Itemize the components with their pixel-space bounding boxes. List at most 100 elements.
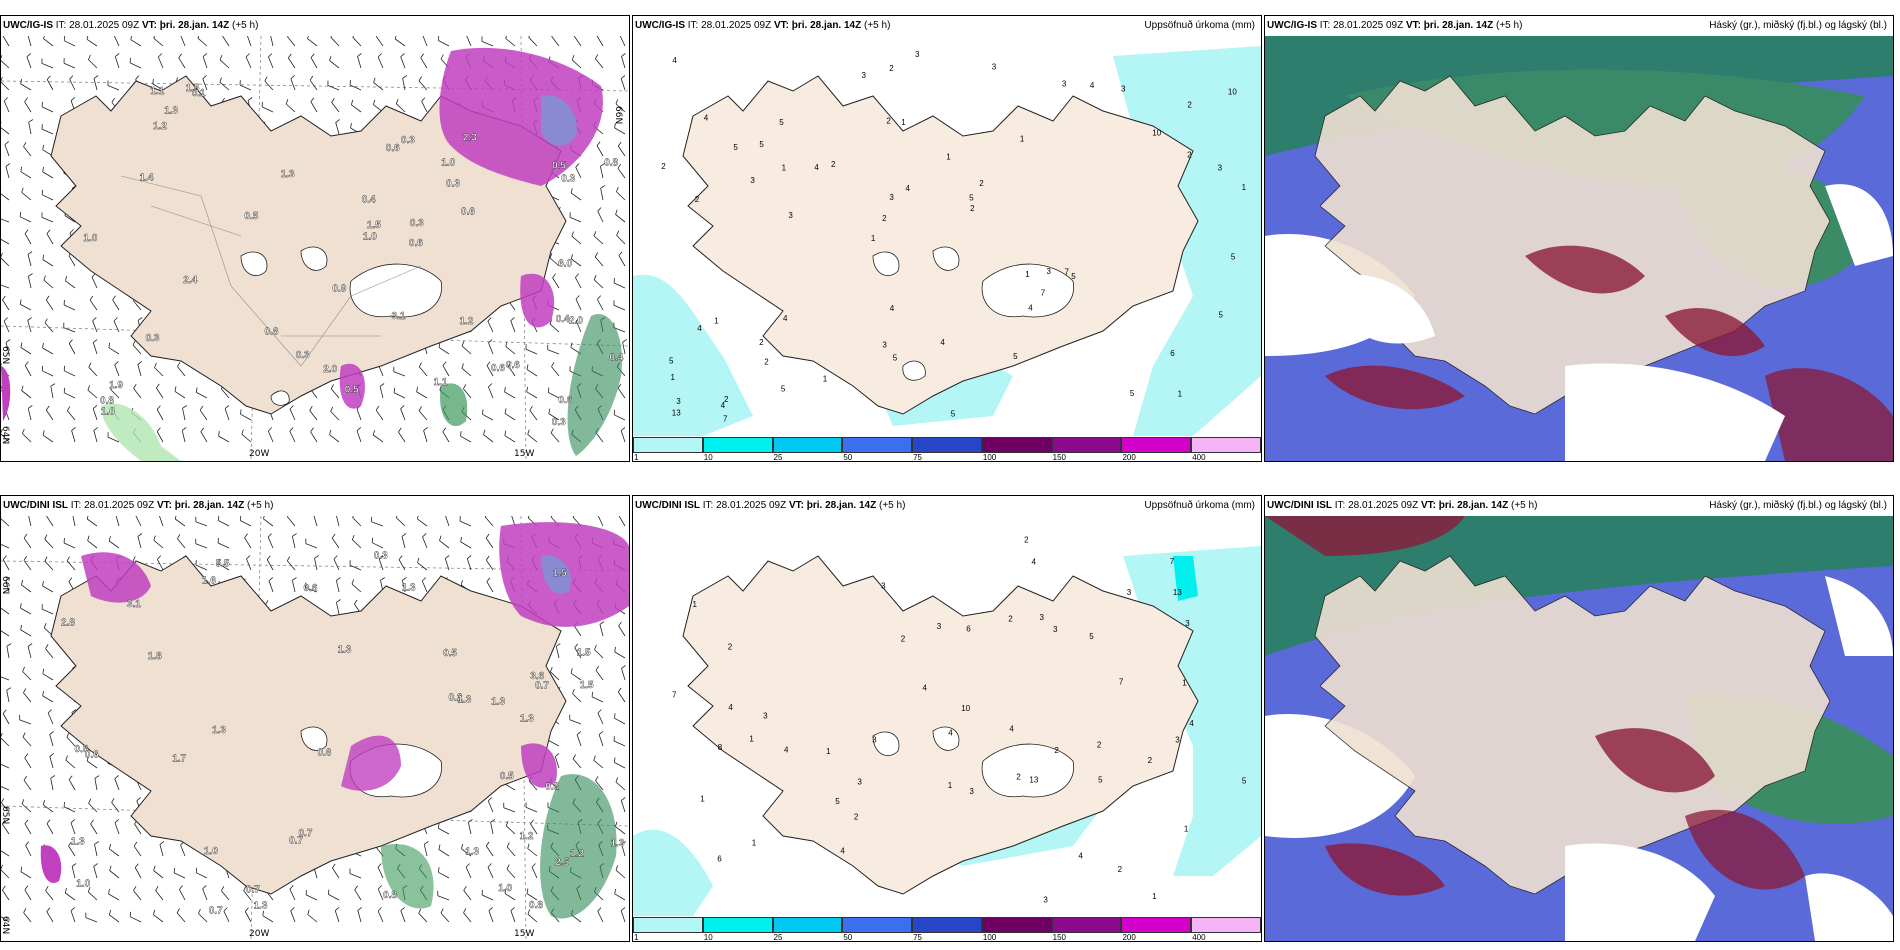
wind-value-label: 0.6 [265,327,279,338]
wind-value-label: 0.6 [386,143,400,154]
wind-value-label: 0.5 [443,648,457,659]
wind-value-label: 0.4 [609,352,623,363]
wind-value-label: 0.5 [552,161,566,172]
precip-value-label: 4 [1189,719,1194,728]
precip-value-label: 4 [840,846,845,855]
wind-value-label: 1.3 [164,106,178,117]
valid-time: þri. 28.jan. 14Z [1423,20,1494,31]
precip-value-label: 3 [937,622,942,631]
wind-value-label: 0.3 [561,174,575,185]
panel-precip-bottom: UWC/DINI ISL IT: 28.01.2025 09Z VT: þri.… [632,495,1262,942]
wind-value-label: 1.9 [109,380,123,391]
precip-value-label: 5 [779,118,784,127]
precip-value-label: 2 [695,195,700,204]
colorbar-segment [981,917,1052,933]
panel-title: Uppsöfnuð úrkoma (mm) [1144,500,1255,511]
panel-cloud-bottom: UWC/DINI ISL IT: 28.01.2025 09Z VT: þri.… [1264,495,1894,942]
colorbar-segment [702,437,773,453]
model-name: UWC/DINI ISL [1267,500,1332,511]
precip-value-label: 10 [1228,88,1237,97]
wind-value-label: 0.6 [85,750,99,761]
precip-value-label: 7 [1041,289,1046,298]
precip-value-label: 7 [1065,267,1070,276]
precip-value-label: 1 [1178,389,1183,398]
valid-time-label: VT: [156,500,172,511]
wind-value-label: 1.3 [402,583,416,594]
cloud-map [1265,36,1893,461]
colorbar-tick-label: 25 [773,933,783,942]
colorbar-segment [633,917,703,933]
wind-value-label: 0.8 [383,890,397,901]
precip-value-label: 2 [1024,535,1029,544]
panel-header: UWC/DINI ISL IT: 28.01.2025 09Z VT: þri.… [1,496,629,516]
colorbar-segment [1191,917,1261,933]
precip-value-label: 1 [714,316,719,325]
precip-value-label: 13 [1029,775,1038,784]
lat-label-64n: 64N [1,426,10,444]
wind-value-label: 1.8 [148,651,162,662]
wind-value-label: 1.3 [281,169,295,180]
wind-value-label: 2.3 [463,133,477,144]
precip-value-label: 10 [961,704,970,713]
colorbar-tick-label: 1 [634,453,639,462]
precip-map: 1221122112121254211223353456754345353524… [633,36,1261,436]
precip-value-label: 2 [1008,615,1013,624]
model-name: UWC/IG-IS [635,20,685,31]
precip-value-label: 2 [1097,740,1102,749]
precip-value-label: 2 [831,160,836,169]
wind-value-label: 1.6 [202,576,216,587]
precip-value-label: 3 [1175,735,1180,744]
wind-value-label: 6.0 [558,259,572,270]
precip-value-label: 1 [871,234,876,243]
colorbar-tick-label: 400 [1192,933,1206,942]
wind-value-label: 0.6 [506,360,520,371]
colorbar-tick-label: 10 [703,933,713,942]
precip-value-label: 1 [823,375,828,384]
precip-value-label: 4 [697,324,702,333]
precip-value-label: 5 [669,357,674,366]
wind-value-label: 1.3 [254,900,268,911]
colorbar-segment [702,917,773,933]
wind-value-label: 1.3 [491,696,505,707]
precip-value-label: 3 [881,582,886,591]
precip-value-label: 3 [750,176,755,185]
precip-value-label: 5 [781,384,786,393]
precip-value-label: 1 [752,839,757,848]
precip-value-label: 3 [882,341,887,350]
wind-value-label: 1.7 [172,754,186,765]
precip-value-label: 2 [1187,151,1192,160]
wind-value-label: 2.0 [569,316,583,327]
precip-value-label: 4 [783,314,788,323]
precip-value-label: 3 [1218,164,1223,173]
precip-value-label: 5 [759,140,764,149]
wind-value-label: 1.5 [367,220,381,231]
wind-value-label: 1.3 [212,725,226,736]
wind-value-label: 1.0 [498,883,512,894]
valid-time: þri. 28.jan. 14Z [159,20,230,31]
forecast-offset: (+5 h) [232,20,259,31]
precip-value-label: 3 [857,777,862,786]
panel-title: Háský (gr.), miðský (fj.bl.) og lágský (… [1709,20,1887,31]
precip-value-label: 3 [992,63,997,72]
panel-cloud-top: UWC/IG-IS IT: 28.01.2025 09Z VT: þri. 28… [1264,15,1894,462]
precip-value-label: 3 [788,211,793,220]
precip-value-label: 3 [1043,895,1048,904]
precip-value-label: 4 [1028,303,1033,312]
precip-value-label: 1 [700,794,705,803]
wind-value-label: 0.7 [246,885,260,896]
precip-value-label: 13 [1173,588,1182,597]
colorbar-tick-label: 150 [1052,453,1067,462]
wind-value-label: 0.7 [209,906,223,917]
colorbar-segment [633,437,703,453]
precip-value-label: 2 [1016,772,1021,781]
precip-value-label: 3 [1062,79,1067,88]
precip-value-label: 4 [728,703,733,712]
init-time: IT: 28.01.2025 09Z [55,20,140,31]
precip-value-label: 2 [764,358,769,367]
valid-time: þri. 28.jan. 14Z [1438,500,1509,511]
colorbar-segment [1051,437,1122,453]
colorbar-segment [772,917,843,933]
precip-value-label: 7 [723,414,728,423]
wind-value-label: 1.5 [577,647,591,658]
forecast-offset: (+5 h) [864,20,891,31]
